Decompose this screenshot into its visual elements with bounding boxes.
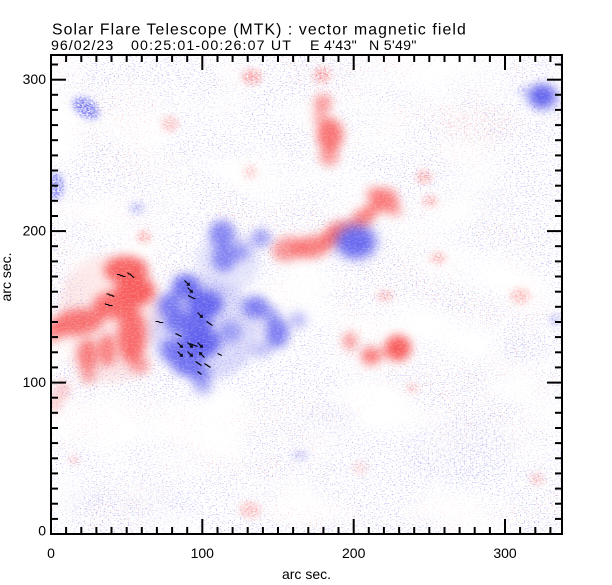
svg-text:Solar Flare Telescope (MTK) :: Solar Flare Telescope (MTK) : vector mag… xyxy=(52,22,467,39)
svg-text:0: 0 xyxy=(47,545,55,561)
svg-text:arc sec.: arc sec. xyxy=(282,566,331,582)
svg-text:200: 200 xyxy=(342,545,366,561)
svg-text:300: 300 xyxy=(23,71,47,87)
svg-text:arc sec.: arc sec. xyxy=(0,252,14,301)
svg-text:200: 200 xyxy=(23,223,47,239)
svg-text:0: 0 xyxy=(38,523,46,539)
svg-text:300: 300 xyxy=(493,545,517,561)
svg-text:100: 100 xyxy=(23,374,47,390)
svg-text:100: 100 xyxy=(191,545,215,561)
